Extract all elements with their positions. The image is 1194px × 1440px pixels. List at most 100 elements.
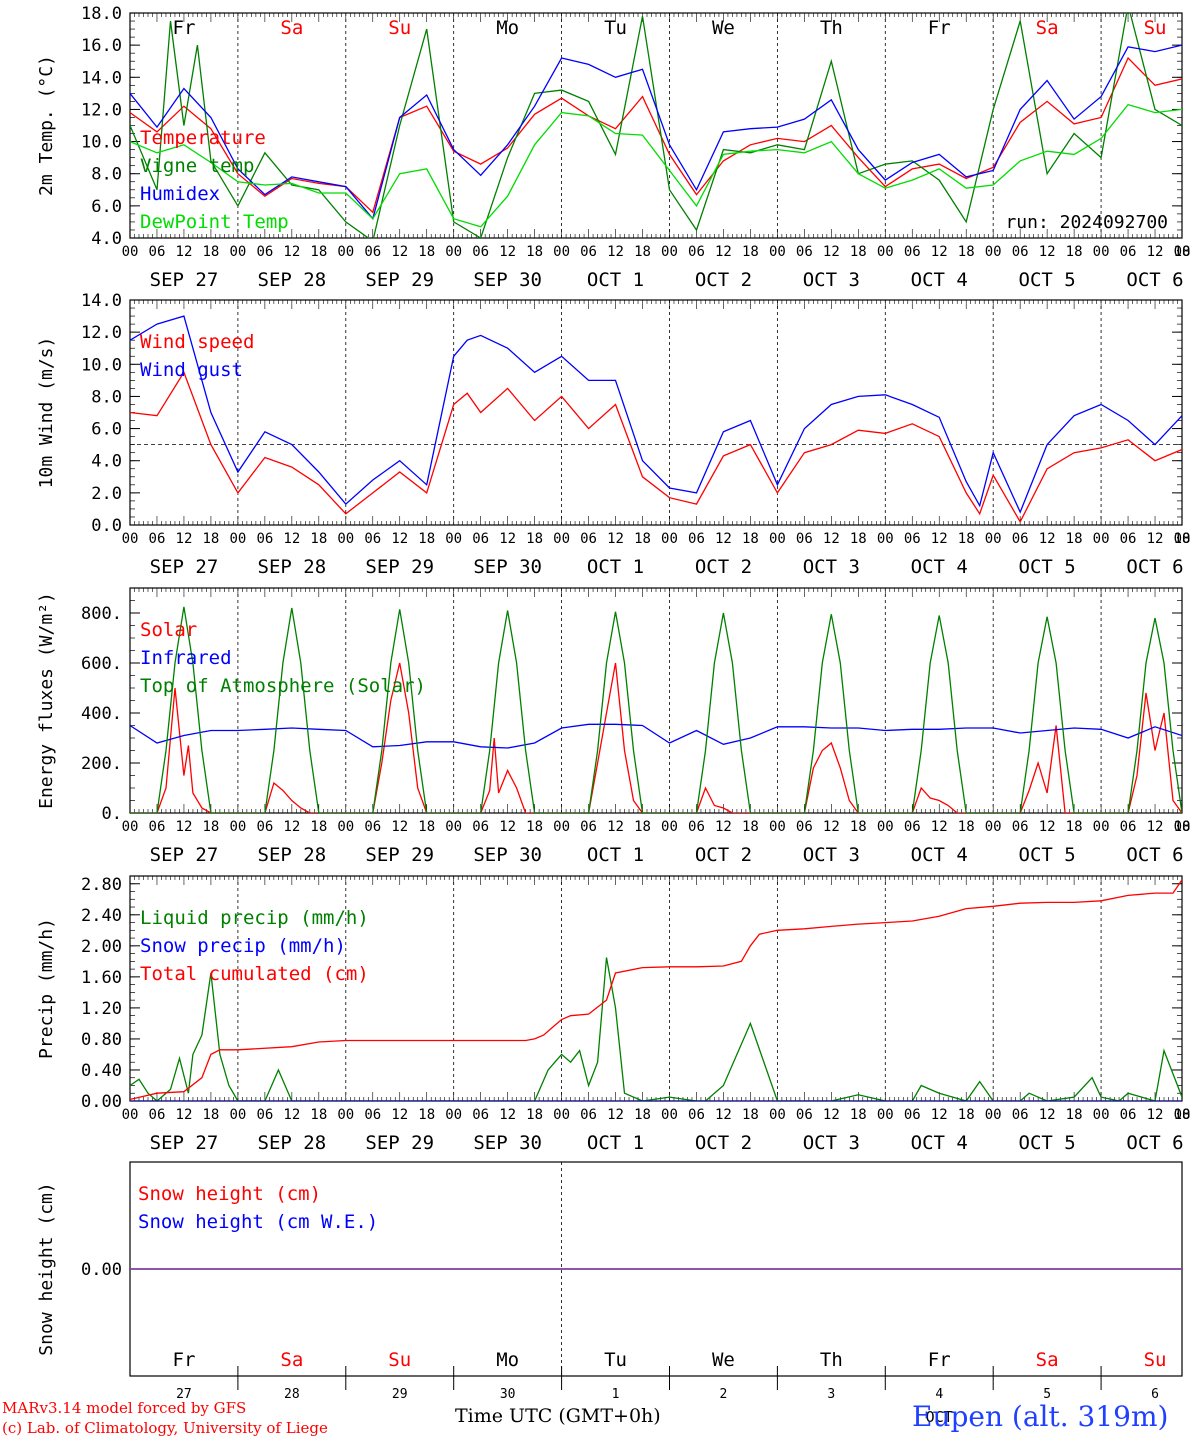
y-axis-label: 10m Wind (m/s): [36, 337, 57, 489]
y-tick-label: 400.: [81, 704, 122, 724]
x-hour-label: 12: [931, 244, 948, 260]
x-hour-label: 00: [985, 1107, 1002, 1123]
weekday-label-bottom: Tu: [604, 1349, 627, 1371]
y-axis-label: Energy fluxes (W/m²): [36, 592, 57, 809]
date-label: OCT 2: [695, 1132, 752, 1154]
x-hour-label: 06: [149, 244, 166, 260]
day-number-label: 28: [284, 1387, 300, 1402]
x-hour-label: 06: [796, 1107, 813, 1123]
x-axis-title: Time UTC (GMT+0h): [455, 1405, 661, 1427]
y-tick-label: 0.0: [91, 516, 122, 536]
y-tick-label: 18.0: [81, 4, 122, 24]
x-hour-label: 06: [1012, 531, 1029, 547]
station-label: Eupen (alt. 319m): [912, 1400, 1169, 1433]
x-hour-label: 00: [553, 244, 570, 260]
x-hour-label: 06: [904, 1107, 921, 1123]
weekday-label-bottom: Th: [820, 1349, 843, 1371]
y-tick-label: 10.0: [81, 355, 122, 375]
x-hour-label: 06: [472, 531, 489, 547]
x-hour-label: 06: [256, 819, 273, 835]
x-hour-label: 18: [310, 244, 327, 260]
x-hour-label: 06: [256, 244, 273, 260]
x-hour-label: 12: [391, 1107, 408, 1123]
x-hour-label: 06: [796, 244, 813, 260]
x-hour-label: 06: [1120, 244, 1137, 260]
date-label: OCT 4: [911, 1132, 968, 1154]
x-hour-label: 12: [715, 819, 732, 835]
x-hour-label: 00: [1174, 1107, 1191, 1123]
x-hour-label: 12: [823, 819, 840, 835]
date-label: SEP 28: [258, 556, 327, 578]
x-hour-label: 00: [337, 244, 354, 260]
x-hour-label: 00: [229, 819, 246, 835]
weekday-label-bottom: Fr: [928, 1349, 951, 1371]
date-label: OCT 2: [695, 844, 752, 866]
series-line-4: [130, 103, 1182, 228]
y-tick-label: 800.: [81, 604, 122, 624]
x-hour-label: 00: [1093, 819, 1110, 835]
x-hour-label: 12: [1039, 819, 1056, 835]
x-hour-label: 12: [283, 244, 300, 260]
x-hour-label: 18: [850, 819, 867, 835]
x-hour-label: 12: [607, 531, 624, 547]
date-label: OCT 3: [803, 844, 860, 866]
series-line-2: [130, 723, 1182, 749]
y-tick-label: 0.80: [81, 1030, 122, 1050]
y-tick-label: 600.: [81, 654, 122, 674]
date-label: OCT 1: [587, 844, 644, 866]
weekday-label-top: Fr: [928, 17, 951, 39]
x-hour-label: 18: [202, 244, 219, 260]
x-hour-label: 00: [1174, 244, 1191, 260]
x-hour-label: 12: [499, 244, 516, 260]
x-hour-label: 18: [526, 1107, 543, 1123]
x-hour-label: 06: [1120, 819, 1137, 835]
x-hour-label: 00: [661, 244, 678, 260]
x-hour-label: 12: [176, 244, 193, 260]
y-tick-label: 2.40: [81, 906, 122, 926]
date-label: SEP 29: [365, 269, 434, 291]
y-tick-label: 6.0: [91, 420, 122, 440]
x-hour-label: 06: [364, 244, 381, 260]
legend-entry: Snow height (cm W.E.): [138, 1211, 378, 1233]
x-hour-label: 12: [1147, 819, 1164, 835]
weekday-label-bottom: Fr: [173, 1349, 196, 1371]
x-hour-label: 00: [877, 819, 894, 835]
series-line-1: [130, 662, 1182, 813]
x-hour-label: 00: [122, 531, 139, 547]
y-tick-label: 6.0: [91, 197, 122, 217]
date-label: OCT 4: [911, 269, 968, 291]
weekday-label-bottom: Su: [388, 1349, 411, 1371]
date-label: SEP 28: [258, 844, 327, 866]
x-hour-label: 18: [202, 1107, 219, 1123]
y-tick-label: 4.0: [91, 229, 122, 249]
x-hour-label: 06: [1012, 1107, 1029, 1123]
date-label: SEP 28: [258, 269, 327, 291]
x-hour-label: 18: [958, 1107, 975, 1123]
x-hour-label: 18: [1066, 244, 1083, 260]
series-line-1: [130, 957, 1182, 1101]
x-hour-label: 06: [1012, 244, 1029, 260]
series-line-2: [130, 13, 1182, 238]
y-tick-label: 12.0: [81, 323, 122, 343]
x-hour-label: 18: [1066, 819, 1083, 835]
date-label: SEP 30: [473, 556, 542, 578]
x-hour-label: 06: [904, 531, 921, 547]
legend-entry: Snow height (cm): [138, 1183, 321, 1205]
y-tick-label: 4.0: [91, 452, 122, 472]
date-label: SEP 29: [365, 556, 434, 578]
x-hour-label: 18: [310, 531, 327, 547]
series-line-1: [130, 370, 1182, 524]
x-hour-label: 12: [176, 1107, 193, 1123]
x-hour-label: 18: [418, 819, 435, 835]
series-line-2: [130, 315, 1182, 514]
date-label: OCT 3: [803, 269, 860, 291]
x-hour-label: 12: [176, 819, 193, 835]
x-hour-label: 12: [283, 1107, 300, 1123]
x-hour-label: 06: [364, 819, 381, 835]
x-hour-label: 06: [796, 531, 813, 547]
x-hour-label: 18: [202, 531, 219, 547]
x-hour-label: 18: [1174, 244, 1191, 260]
date-label: OCT 2: [695, 269, 752, 291]
x-hour-label: 06: [472, 244, 489, 260]
y-tick-label: 2.80: [81, 875, 122, 895]
